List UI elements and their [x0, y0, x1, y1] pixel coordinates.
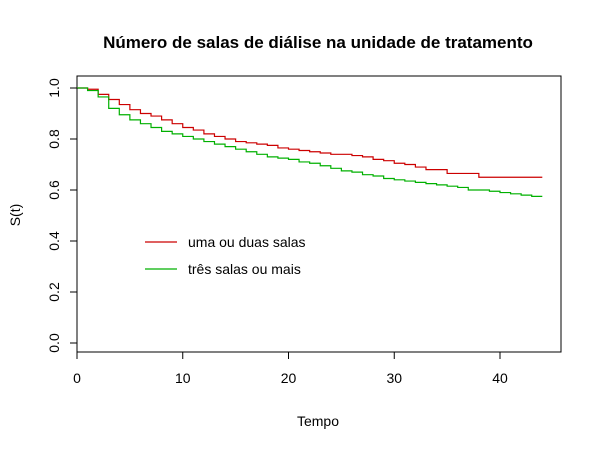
legend: uma ou duas salas três salas ou mais: [145, 234, 306, 277]
x-tick-label: 0: [73, 370, 81, 386]
x-axis-label: Tempo: [297, 413, 339, 429]
y-axis: 0.0 0.2 0.4 0.6 0.8 1.0: [46, 78, 78, 353]
y-tick-label: 0.2: [46, 282, 62, 302]
chart-title: Número de salas de diálise na unidade de…: [103, 33, 533, 52]
y-tick-label: 1.0: [46, 78, 62, 98]
series-line-2: [77, 87, 543, 197]
x-tick-label: 40: [492, 370, 508, 386]
y-tick-label: 0.8: [46, 129, 62, 149]
x-tick-label: 30: [386, 370, 402, 386]
y-tick-label: 0.0: [46, 333, 62, 353]
series-layer: [77, 87, 543, 197]
x-tick-label: 10: [175, 370, 191, 386]
series-line-1: [77, 87, 543, 178]
plot-box: [76, 75, 562, 353]
y-axis-label: S(t): [7, 204, 23, 227]
legend-label: três salas ou mais: [188, 261, 301, 277]
x-axis: 0 10 20 30 40: [73, 351, 508, 386]
legend-label: uma ou duas salas: [188, 234, 306, 250]
x-tick-label: 20: [281, 370, 297, 386]
y-tick-label: 0.4: [46, 231, 62, 251]
y-tick-label: 0.6: [46, 180, 62, 200]
